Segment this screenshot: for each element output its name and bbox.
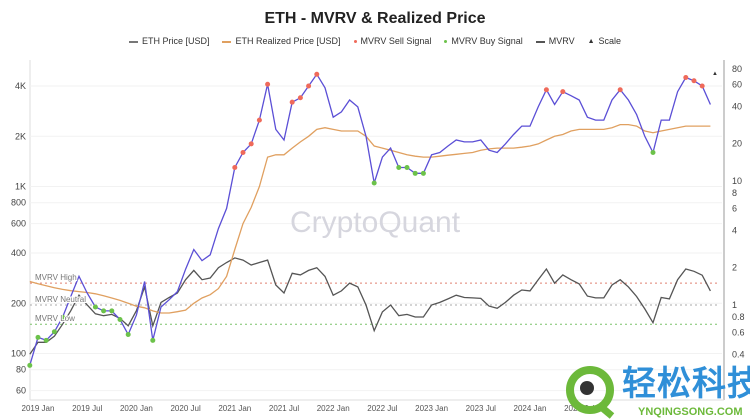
buy-signal-marker	[51, 329, 57, 335]
reference-line-label: MVRV Low	[35, 314, 75, 323]
buy-signal-marker	[101, 308, 107, 314]
buy-signal-marker	[150, 337, 156, 343]
line-swatch-icon	[222, 40, 232, 43]
legend-buy-signal[interactable]: MVRV Buy Signal	[444, 36, 523, 47]
left-tick-label: 400	[11, 248, 26, 258]
watermark: CryptoQuant	[290, 206, 461, 239]
right-tick-label: 1	[732, 300, 737, 310]
reference-line-label: MVRV High	[35, 273, 77, 282]
legend-label: MVRV Buy Signal	[451, 36, 523, 46]
sell-signal-marker	[617, 87, 623, 93]
buy-signal-marker	[35, 334, 41, 340]
right-tick-label: 10	[732, 176, 742, 186]
sell-signal-marker	[297, 95, 303, 101]
x-tick-label: 2019 Jan	[22, 404, 55, 413]
line-swatch-icon	[535, 40, 545, 43]
left-tick-label: 4K	[15, 81, 26, 91]
dot-swatch-icon	[353, 40, 357, 43]
right-tick-label: 6	[732, 204, 737, 214]
x-tick-label: 2022 Jan	[317, 404, 350, 413]
right-tick-label: 0.4	[732, 349, 745, 359]
x-tick-label: 2022 Jul	[367, 404, 397, 413]
legend-label: MVRV Sell Signal	[360, 36, 432, 46]
buy-signal-marker	[396, 165, 402, 171]
legend-label: MVRV	[548, 36, 575, 46]
sell-signal-marker	[240, 149, 246, 155]
x-tick-label: 2020 Jul	[170, 404, 200, 413]
right-tick-label: 40	[732, 101, 742, 111]
sell-signal-marker	[683, 74, 689, 80]
left-tick-label: 600	[11, 219, 26, 229]
legend-eth-price[interactable]: ETH Price [USD]	[128, 36, 210, 47]
left-tick-label: 800	[11, 198, 26, 208]
scale-marker: ▲	[712, 71, 718, 77]
sell-signal-marker	[306, 83, 312, 89]
legend-sell-signal[interactable]: MVRV Sell Signal	[353, 36, 432, 47]
buy-signal-marker	[412, 170, 418, 176]
sell-signal-marker	[248, 141, 254, 147]
realized-price-line	[29, 123, 711, 314]
left-tick-label: 60	[16, 386, 26, 396]
logo-chinese-text: 轻松科技	[622, 364, 750, 404]
buy-signal-marker	[404, 165, 410, 171]
x-tick-label: 2020 Jan	[120, 404, 153, 413]
legend-label: Scale	[598, 36, 622, 46]
buy-signal-marker	[650, 149, 656, 155]
sell-signal-marker	[543, 87, 549, 93]
buy-signal-marker	[420, 170, 426, 176]
legend-label: ETH Price [USD]	[141, 36, 210, 46]
left-tick-label: 2K	[15, 131, 26, 141]
site-logo: 轻松科技 YNQINGSONG.COM	[560, 366, 750, 419]
buy-signal-marker	[43, 337, 49, 343]
x-tick-label: 2023 Jan	[415, 404, 448, 413]
sell-signal-marker	[314, 71, 320, 77]
reference-line-label: MVRV Neutral	[35, 295, 86, 304]
legend: ETH Price [USD] ETH Realized Price [USD]…	[0, 36, 750, 47]
dot-swatch-icon	[444, 40, 448, 43]
eye-logo-icon	[566, 366, 615, 419]
sell-signal-marker	[256, 117, 262, 123]
buy-signal-marker	[27, 362, 33, 368]
logo-english-text: YNQINGSONG.COM	[638, 406, 743, 418]
mvrv-line	[29, 257, 711, 355]
sell-signal-marker	[691, 78, 697, 84]
line-swatch-icon	[128, 40, 138, 43]
right-tick-label: 0.6	[732, 328, 745, 338]
buy-signal-marker	[117, 316, 123, 322]
legend-realized-price[interactable]: ETH Realized Price [USD]	[222, 36, 341, 47]
sell-signal-marker	[560, 89, 566, 95]
buy-signal-marker	[125, 332, 131, 338]
legend-mvrv[interactable]: MVRV	[535, 36, 575, 47]
sell-signal-marker	[232, 165, 238, 171]
x-tick-label: 2024 Jan	[514, 404, 547, 413]
left-tick-label: 200	[11, 298, 26, 308]
left-tick-label: 1K	[15, 182, 26, 192]
buy-signal-marker	[60, 314, 66, 320]
left-tick-label: 100	[11, 349, 26, 359]
legend-scale[interactable]: ▲ Scale	[588, 36, 621, 47]
right-tick-label: 80	[732, 64, 742, 74]
left-tick-label: 80	[16, 365, 26, 375]
x-tick-label: 2019 Jul	[72, 404, 102, 413]
right-tick-label: 20	[732, 139, 742, 149]
x-tick-label: 2021 Jul	[269, 404, 299, 413]
right-tick-label: 0.8	[732, 312, 745, 322]
sell-signal-marker	[289, 99, 295, 105]
right-tick-label: 8	[732, 188, 737, 198]
legend-label: ETH Realized Price [USD]	[235, 36, 341, 46]
x-tick-label: 2021 Jan	[218, 404, 251, 413]
sell-signal-marker	[699, 83, 705, 89]
right-tick-label: 4	[732, 225, 737, 235]
buy-signal-marker	[371, 180, 377, 186]
buy-signal-marker	[109, 308, 115, 314]
chart-title: ETH - MVRV & Realized Price	[264, 10, 486, 27]
right-tick-label: 60	[732, 80, 742, 90]
sell-signal-marker	[265, 81, 271, 87]
right-tick-label: 2	[732, 263, 737, 273]
eth-price-line	[29, 73, 711, 366]
buy-signal-marker	[92, 304, 98, 310]
x-tick-label: 2023 Jul	[466, 404, 496, 413]
triangle-icon: ▲	[587, 38, 595, 45]
